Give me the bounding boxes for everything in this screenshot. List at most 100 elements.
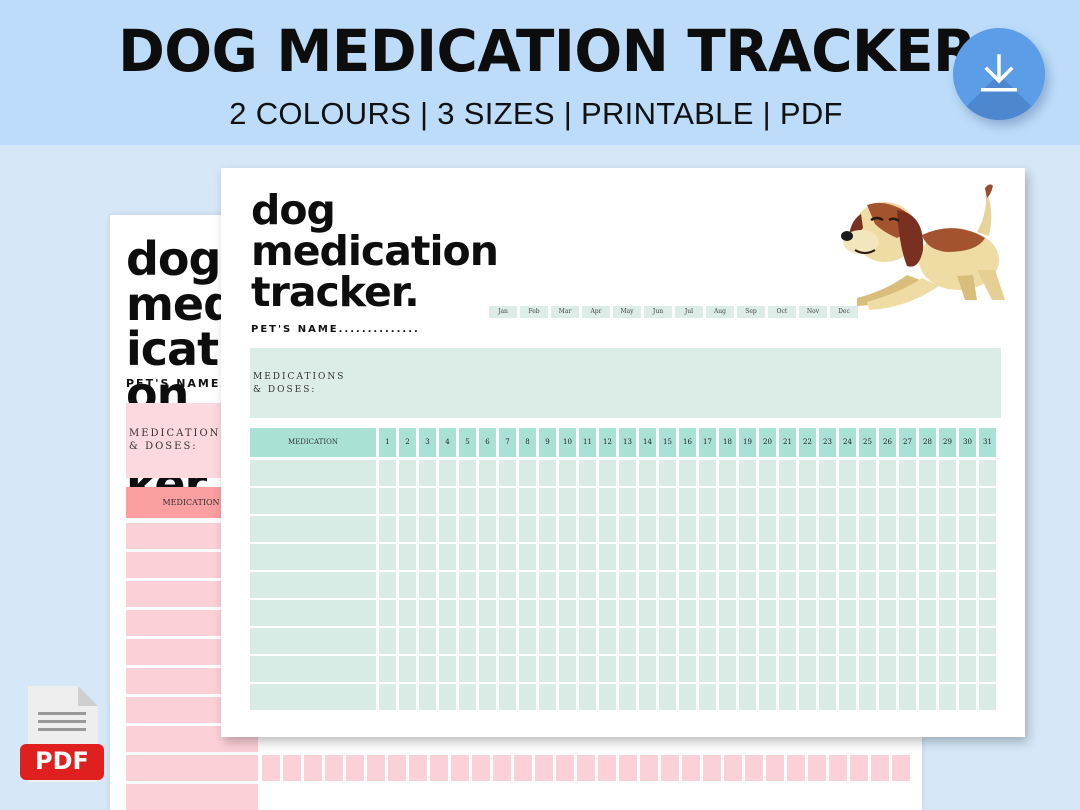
- month-sep[interactable]: Sep: [737, 306, 765, 318]
- dose-checkbox-cell[interactable]: [499, 460, 516, 486]
- dose-checkbox-cell[interactable]: [939, 656, 956, 682]
- dose-checkbox-cell[interactable]: [899, 516, 916, 542]
- dose-checkbox-cell[interactable]: [419, 572, 436, 598]
- dose-checkbox-cell[interactable]: [879, 656, 896, 682]
- dose-checkbox-cell[interactable]: [519, 488, 536, 514]
- dose-checkbox-cell[interactable]: [639, 460, 656, 486]
- dose-checkbox-cell[interactable]: [539, 544, 556, 570]
- dose-checkbox-cell[interactable]: [499, 488, 516, 514]
- medication-name-cell[interactable]: [250, 656, 376, 682]
- dose-checkbox-cell[interactable]: [739, 516, 756, 542]
- dose-checkbox-cell[interactable]: [599, 516, 616, 542]
- dose-checkbox-cell[interactable]: [679, 544, 696, 570]
- dose-checkbox-cell[interactable]: [619, 488, 636, 514]
- dose-checkbox-cell[interactable]: [599, 572, 616, 598]
- dose-checkbox-cell[interactable]: [719, 600, 736, 626]
- dose-checkbox-cell[interactable]: [739, 488, 756, 514]
- dose-checkbox-cell[interactable]: [439, 488, 456, 514]
- dose-checkbox-cell[interactable]: [659, 628, 676, 654]
- dose-checkbox-cell[interactable]: [779, 684, 796, 710]
- dose-checkbox-cell[interactable]: [659, 684, 676, 710]
- month-feb[interactable]: Feb: [520, 306, 548, 318]
- dose-checkbox-cell[interactable]: [819, 460, 836, 486]
- dose-checkbox-cell[interactable]: [979, 516, 996, 542]
- dose-checkbox-cell[interactable]: [579, 600, 596, 626]
- dose-checkbox-cell[interactable]: [379, 544, 396, 570]
- dose-checkbox-cell[interactable]: [739, 572, 756, 598]
- dose-checkbox-cell[interactable]: [959, 684, 976, 710]
- dose-checkbox-cell[interactable]: [619, 572, 636, 598]
- dose-checkbox-cell[interactable]: [439, 656, 456, 682]
- dose-checkbox-cell[interactable]: [919, 572, 936, 598]
- dose-checkbox-cell[interactable]: [519, 628, 536, 654]
- dose-checkbox-cell[interactable]: [859, 572, 876, 598]
- month-aug[interactable]: Aug: [706, 306, 734, 318]
- dose-checkbox-cell[interactable]: [859, 684, 876, 710]
- dose-checkbox-cell[interactable]: [859, 656, 876, 682]
- month-oct[interactable]: Oct: [768, 306, 796, 318]
- dose-checkbox-cell[interactable]: [939, 684, 956, 710]
- dose-checkbox-cell[interactable]: [819, 516, 836, 542]
- dose-checkbox-cell[interactable]: [759, 488, 776, 514]
- dose-checkbox-cell[interactable]: [739, 628, 756, 654]
- dose-checkbox-cell[interactable]: [839, 600, 856, 626]
- dose-checkbox-cell[interactable]: [719, 628, 736, 654]
- dose-checkbox-cell[interactable]: [899, 656, 916, 682]
- dose-checkbox-cell[interactable]: [859, 628, 876, 654]
- dose-checkbox-cell[interactable]: [919, 488, 936, 514]
- dose-checkbox-cell[interactable]: [639, 544, 656, 570]
- dose-checkbox-cell[interactable]: [859, 600, 876, 626]
- dose-checkbox-cell[interactable]: [759, 544, 776, 570]
- dose-checkbox-cell[interactable]: [459, 572, 476, 598]
- dose-checkbox-cell[interactable]: [559, 488, 576, 514]
- dose-checkbox-cell[interactable]: [779, 628, 796, 654]
- medication-name-cell[interactable]: [250, 544, 376, 570]
- dose-checkbox-cell[interactable]: [699, 488, 716, 514]
- dose-checkbox-cell[interactable]: [699, 572, 716, 598]
- dose-checkbox-cell[interactable]: [779, 656, 796, 682]
- dose-checkbox-cell[interactable]: [839, 460, 856, 486]
- dose-checkbox-cell[interactable]: [639, 628, 656, 654]
- dose-checkbox-cell[interactable]: [899, 488, 916, 514]
- dose-checkbox-cell[interactable]: [539, 516, 556, 542]
- dose-checkbox-cell[interactable]: [479, 488, 496, 514]
- dose-checkbox-cell[interactable]: [579, 488, 596, 514]
- dose-checkbox-cell[interactable]: [559, 628, 576, 654]
- dose-checkbox-cell[interactable]: [939, 488, 956, 514]
- month-mar[interactable]: Mar: [551, 306, 579, 318]
- dose-checkbox-cell[interactable]: [759, 516, 776, 542]
- dose-checkbox-cell[interactable]: [979, 488, 996, 514]
- dose-checkbox-cell[interactable]: [619, 684, 636, 710]
- dose-checkbox-cell[interactable]: [679, 600, 696, 626]
- dose-checkbox-cell[interactable]: [819, 488, 836, 514]
- dose-checkbox-cell[interactable]: [399, 516, 416, 542]
- dose-checkbox-cell[interactable]: [619, 656, 636, 682]
- dose-checkbox-cell[interactable]: [699, 628, 716, 654]
- dose-checkbox-cell[interactable]: [959, 656, 976, 682]
- dose-checkbox-cell[interactable]: [799, 544, 816, 570]
- dose-checkbox-cell[interactable]: [399, 544, 416, 570]
- dose-checkbox-cell[interactable]: [979, 460, 996, 486]
- dose-checkbox-cell[interactable]: [959, 628, 976, 654]
- dose-checkbox-cell[interactable]: [739, 684, 756, 710]
- dose-checkbox-cell[interactable]: [839, 572, 856, 598]
- dose-checkbox-cell[interactable]: [659, 460, 676, 486]
- dose-checkbox-cell[interactable]: [439, 600, 456, 626]
- download-button[interactable]: [953, 28, 1045, 120]
- dose-checkbox-cell[interactable]: [939, 460, 956, 486]
- dose-checkbox-cell[interactable]: [899, 460, 916, 486]
- dose-checkbox-cell[interactable]: [539, 684, 556, 710]
- dose-checkbox-cell[interactable]: [899, 544, 916, 570]
- month-jul[interactable]: Jul: [675, 306, 703, 318]
- dose-checkbox-cell[interactable]: [519, 684, 536, 710]
- dose-checkbox-cell[interactable]: [839, 628, 856, 654]
- dose-checkbox-cell[interactable]: [819, 544, 836, 570]
- dose-checkbox-cell[interactable]: [499, 684, 516, 710]
- dose-checkbox-cell[interactable]: [659, 488, 676, 514]
- dose-checkbox-cell[interactable]: [439, 684, 456, 710]
- dose-checkbox-cell[interactable]: [639, 572, 656, 598]
- month-dec[interactable]: Dec: [830, 306, 858, 318]
- dose-checkbox-cell[interactable]: [879, 516, 896, 542]
- dose-checkbox-cell[interactable]: [859, 460, 876, 486]
- dose-checkbox-cell[interactable]: [539, 600, 556, 626]
